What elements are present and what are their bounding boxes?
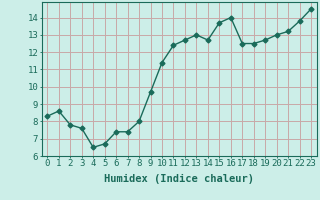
X-axis label: Humidex (Indice chaleur): Humidex (Indice chaleur) — [104, 174, 254, 184]
